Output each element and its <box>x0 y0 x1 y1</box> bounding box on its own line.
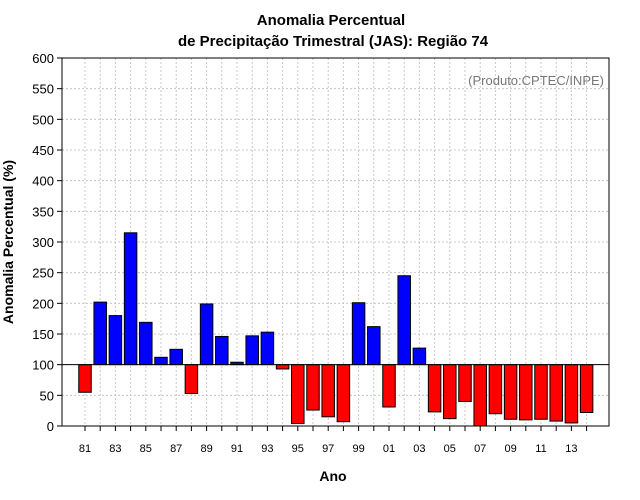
bar-2001 <box>382 364 396 408</box>
x-tick-label: 81 <box>79 443 91 455</box>
bar-2004 <box>427 364 442 413</box>
x-tick-label: 13 <box>565 443 577 455</box>
bar-1983 <box>108 315 123 366</box>
bar-2005 <box>443 364 457 420</box>
bar-2006 <box>458 364 472 402</box>
chart-title-line1: Anomalia Percentual <box>257 12 405 29</box>
y-axis: 0 50 100 150 200 250 300 350 400 450 500 550 600 <box>32 51 62 434</box>
y-tick-label: 500 <box>32 112 54 127</box>
bar-2000 <box>367 326 381 366</box>
x-tick-label: 91 <box>231 443 243 455</box>
watermark-label: (Produto:CPTEC/INPE) <box>468 73 604 88</box>
x-tick-label: 09 <box>504 443 516 455</box>
x-tick-label: 95 <box>292 443 304 455</box>
y-tick-label: 150 <box>32 327 54 342</box>
y-tick-label: 200 <box>32 296 54 311</box>
bar-1987 <box>169 348 183 366</box>
x-tick-label: 05 <box>444 443 456 455</box>
y-tick-label: 450 <box>32 143 54 158</box>
x-tick-label: 89 <box>200 443 212 455</box>
bars-group <box>78 232 594 427</box>
bar-1989 <box>199 303 214 366</box>
y-tick-label: 50 <box>40 388 54 403</box>
bar-2014 <box>579 364 594 414</box>
y-tick-label: 250 <box>32 266 54 281</box>
chart-title-line2: de Precipitação Trimestral (JAS): Região… <box>178 33 489 50</box>
x-axis-label: Ano <box>319 468 346 484</box>
x-tick-label: 11 <box>535 443 546 455</box>
bar-1999 <box>351 302 366 366</box>
bar-2007 <box>473 364 487 427</box>
bar-1990 <box>215 335 229 366</box>
y-tick-label: 100 <box>32 358 54 373</box>
x-tick-label: 07 <box>474 443 486 455</box>
y-tick-label: 400 <box>32 174 54 189</box>
x-tick-label: 85 <box>140 443 152 455</box>
bar-2013 <box>564 364 579 424</box>
x-tick-label: 83 <box>109 443 121 455</box>
x-tick-label: 99 <box>352 443 364 455</box>
x-tick-label: 87 <box>170 443 182 455</box>
bar-1988 <box>184 364 199 394</box>
bar-2011 <box>534 364 548 420</box>
bar-1986 <box>154 356 168 366</box>
bar-1998 <box>336 364 351 423</box>
y-tick-label: 600 <box>32 51 54 66</box>
bar-1982 <box>93 301 107 366</box>
x-tick-label: 01 <box>383 443 395 455</box>
bar-2003 <box>412 347 427 366</box>
y-tick-label: 300 <box>32 235 54 250</box>
x-axis: 81 83 85 87 89 91 93 95 97 99 01 03 05 07 09 11 13 <box>79 426 588 455</box>
grid-lines <box>62 57 609 427</box>
x-tick-label: 93 <box>261 443 273 455</box>
bar-1984 <box>123 232 138 366</box>
bar-1993 <box>260 331 275 366</box>
bar-1981 <box>78 364 92 393</box>
y-tick-label: 550 <box>32 82 54 97</box>
y-tick-label: 350 <box>32 204 54 219</box>
bar-2009 <box>503 364 518 420</box>
x-tick-label: 97 <box>322 443 334 455</box>
bar-2010 <box>519 364 533 421</box>
bar-2008 <box>488 364 503 415</box>
bar-1996 <box>306 364 320 411</box>
bar-2002 <box>397 275 411 366</box>
bar-1997 <box>321 364 335 418</box>
x-tick-label: 03 <box>413 443 425 455</box>
bar-2012 <box>549 364 563 422</box>
y-tick-label: 0 <box>47 419 54 434</box>
bar-1994 <box>275 364 290 370</box>
bar-1985 <box>139 321 153 366</box>
y-axis-label: Anomalia Percentual (%) <box>0 160 16 324</box>
bar-1995 <box>291 364 305 425</box>
bar-1992 <box>245 335 259 366</box>
